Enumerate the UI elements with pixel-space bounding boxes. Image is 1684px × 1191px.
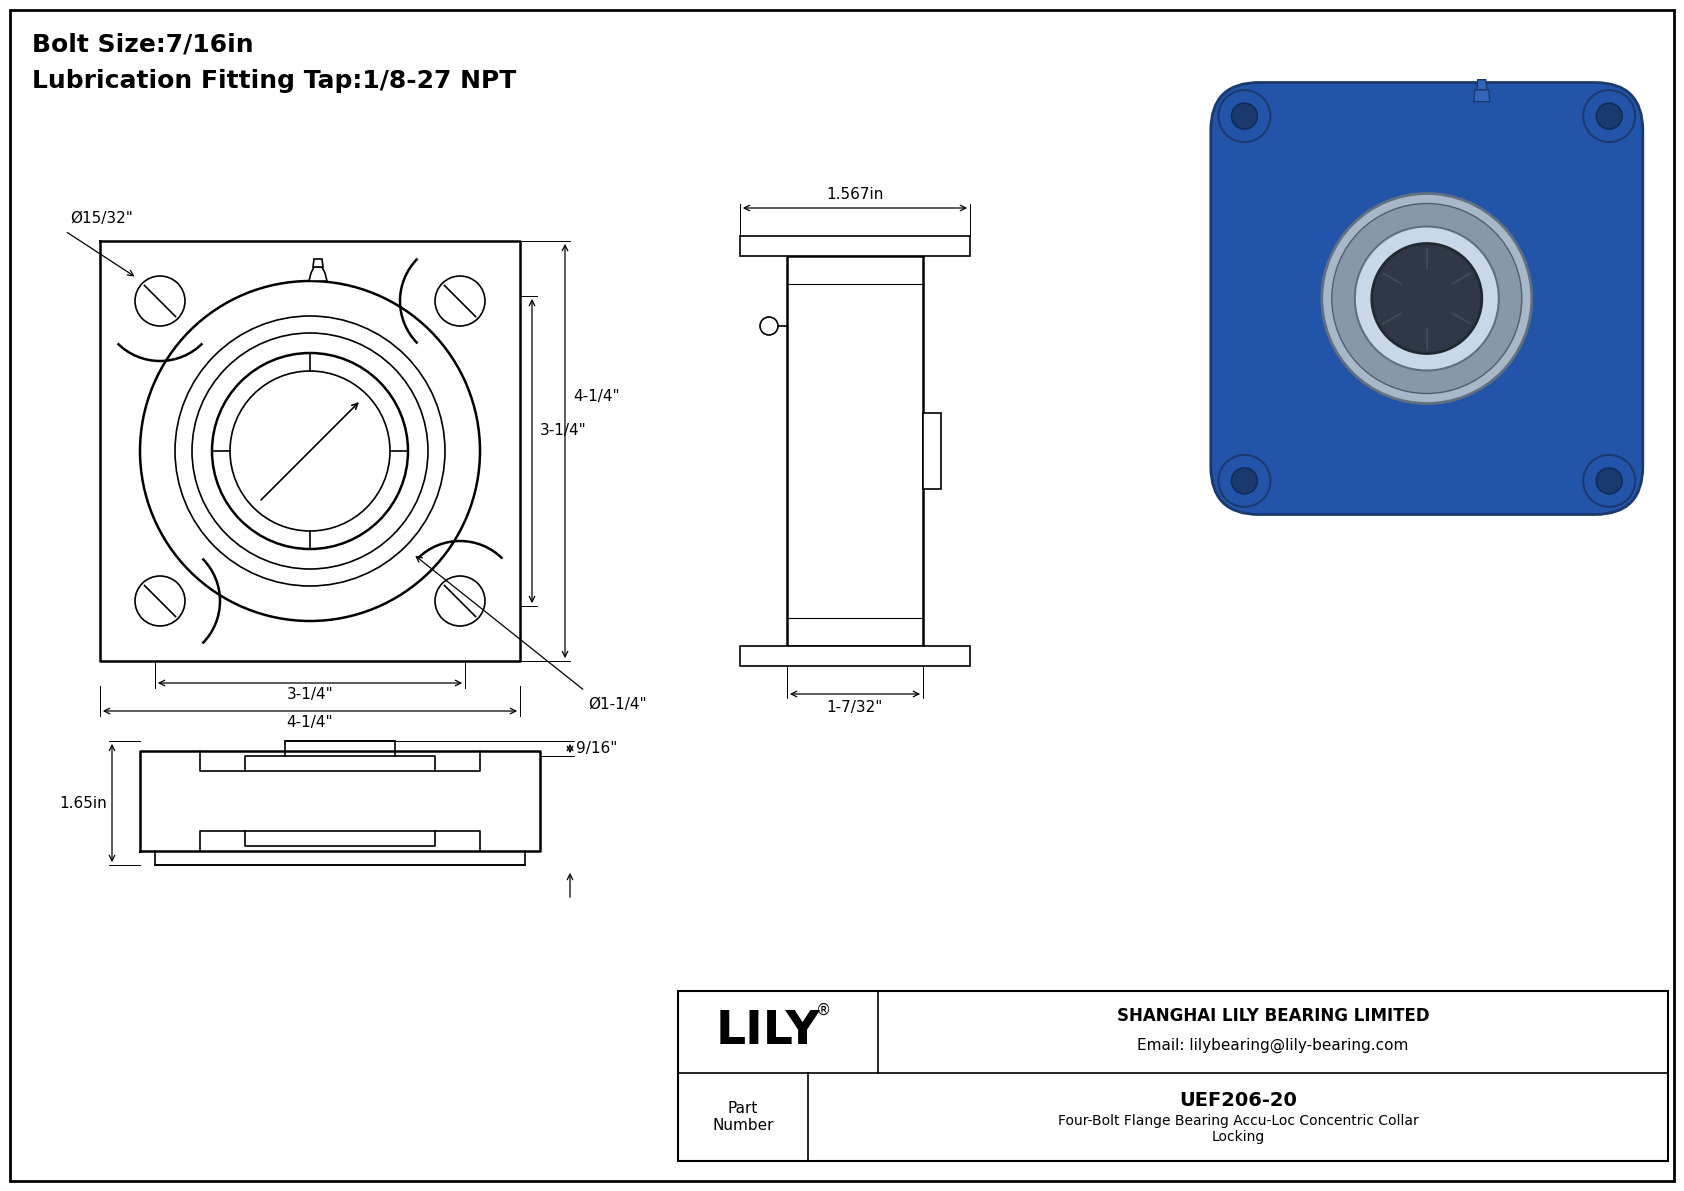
Bar xyxy=(923,413,941,490)
Text: LILY: LILY xyxy=(716,1009,820,1054)
Circle shape xyxy=(135,576,185,626)
Bar xyxy=(739,236,970,256)
Text: Four-Bolt Flange Bearing Accu-Loc Concentric Collar: Four-Bolt Flange Bearing Accu-Loc Concen… xyxy=(1058,1114,1418,1128)
Circle shape xyxy=(1219,91,1270,142)
Text: SHANGHAI LILY BEARING LIMITED: SHANGHAI LILY BEARING LIMITED xyxy=(1116,1006,1430,1024)
Circle shape xyxy=(140,281,480,621)
Text: 4-1/4": 4-1/4" xyxy=(286,715,333,730)
Circle shape xyxy=(212,353,408,549)
Polygon shape xyxy=(308,267,327,281)
Circle shape xyxy=(434,576,485,626)
Circle shape xyxy=(1219,455,1270,507)
Polygon shape xyxy=(1477,80,1487,89)
Bar xyxy=(739,646,970,666)
Circle shape xyxy=(175,316,445,586)
Bar xyxy=(786,256,923,646)
Circle shape xyxy=(1357,229,1436,308)
Circle shape xyxy=(1596,104,1622,129)
Circle shape xyxy=(1583,455,1635,507)
Text: 9/16": 9/16" xyxy=(576,741,618,756)
Text: 1.65in: 1.65in xyxy=(59,796,108,811)
Circle shape xyxy=(192,333,428,569)
Text: Ø1-1/4": Ø1-1/4" xyxy=(588,697,647,712)
Circle shape xyxy=(1596,468,1622,494)
Circle shape xyxy=(1332,204,1522,393)
Text: Email: lilybearing@lily-bearing.com: Email: lilybearing@lily-bearing.com xyxy=(1137,1039,1410,1053)
Circle shape xyxy=(1372,243,1482,354)
Circle shape xyxy=(1231,468,1258,494)
Circle shape xyxy=(434,276,485,326)
Text: Bolt Size:7/16in: Bolt Size:7/16in xyxy=(32,33,254,57)
Text: Lubrication Fitting Tap:1/8-27 NPT: Lubrication Fitting Tap:1/8-27 NPT xyxy=(32,69,517,93)
Text: Locking: Locking xyxy=(1211,1130,1265,1143)
Text: 1-7/32": 1-7/32" xyxy=(827,700,882,715)
Polygon shape xyxy=(313,258,323,267)
Circle shape xyxy=(1356,226,1499,370)
Text: ®: ® xyxy=(817,1003,832,1017)
Bar xyxy=(1186,76,1650,520)
Circle shape xyxy=(1583,91,1635,142)
Text: 1.567in: 1.567in xyxy=(827,187,884,202)
Circle shape xyxy=(135,276,185,326)
Circle shape xyxy=(759,317,778,335)
Text: 3-1/4": 3-1/4" xyxy=(541,424,586,438)
Text: UEF206-20: UEF206-20 xyxy=(1179,1091,1297,1110)
Text: Part
Number: Part Number xyxy=(712,1100,773,1133)
FancyBboxPatch shape xyxy=(1211,82,1644,515)
Circle shape xyxy=(1231,104,1258,129)
Text: 4-1/4": 4-1/4" xyxy=(573,388,620,404)
Polygon shape xyxy=(1474,89,1490,101)
Circle shape xyxy=(1322,193,1532,404)
Circle shape xyxy=(231,372,391,531)
Text: 3-1/4": 3-1/4" xyxy=(286,687,333,701)
Text: Ø15/32": Ø15/32" xyxy=(71,211,133,226)
Bar xyxy=(679,991,1667,1161)
